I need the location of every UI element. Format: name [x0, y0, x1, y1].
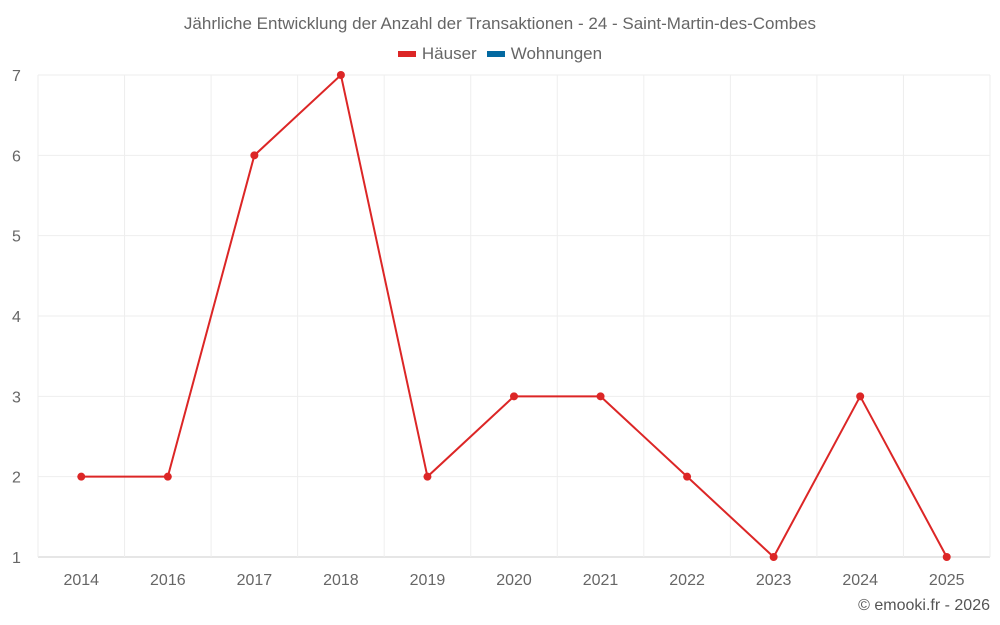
x-tick-label: 2019: [410, 572, 446, 589]
legend-swatch-wohnungen: [486, 51, 505, 57]
x-tick-label: 2016: [150, 572, 186, 589]
y-tick-label: 5: [12, 229, 21, 246]
x-tick-label: 2018: [323, 572, 359, 589]
y-tick-label: 4: [12, 309, 21, 326]
x-tick-label: 2014: [63, 572, 99, 589]
data-point: [510, 392, 518, 401]
data-point: [942, 553, 951, 561]
x-tick-label: 2020: [496, 572, 532, 589]
x-tick-label: 2021: [583, 572, 619, 589]
x-tick-label: 2023: [756, 572, 792, 589]
x-tick-label: 2025: [929, 572, 965, 589]
data-point: [856, 392, 865, 401]
data-point: [77, 472, 86, 481]
legend-label: Wohnungen: [510, 44, 603, 63]
data-point: [423, 472, 432, 481]
data-point: [163, 472, 172, 481]
x-tick-label: 2024: [842, 572, 878, 589]
y-tick-label: 1: [12, 550, 21, 567]
data-point: [596, 392, 605, 401]
y-tick-label: 6: [12, 148, 21, 165]
legend-item-haeuser[interactable]: Häuser: [397, 44, 477, 64]
data-point: [250, 151, 259, 160]
x-tick-label: 2017: [237, 572, 273, 589]
chart-title: Jährliche Entwicklung der Anzahl der Tra…: [183, 14, 817, 33]
copyright-footer: © emooki.fr - 2026: [858, 597, 990, 614]
y-tick-label: 2: [12, 470, 21, 487]
legend-swatch-haeuser: [397, 51, 416, 57]
legend: Häuser Wohnungen: [0, 44, 1000, 64]
data-point: [683, 472, 692, 481]
y-tick-label: 7: [12, 68, 21, 85]
legend-item-wohnungen[interactable]: Wohnungen: [486, 44, 603, 64]
x-tick-label: 2022: [669, 572, 705, 589]
legend-label: Häuser: [421, 44, 477, 63]
y-tick-label: 3: [12, 389, 21, 406]
data-point: [769, 553, 778, 561]
data-point: [336, 71, 345, 79]
